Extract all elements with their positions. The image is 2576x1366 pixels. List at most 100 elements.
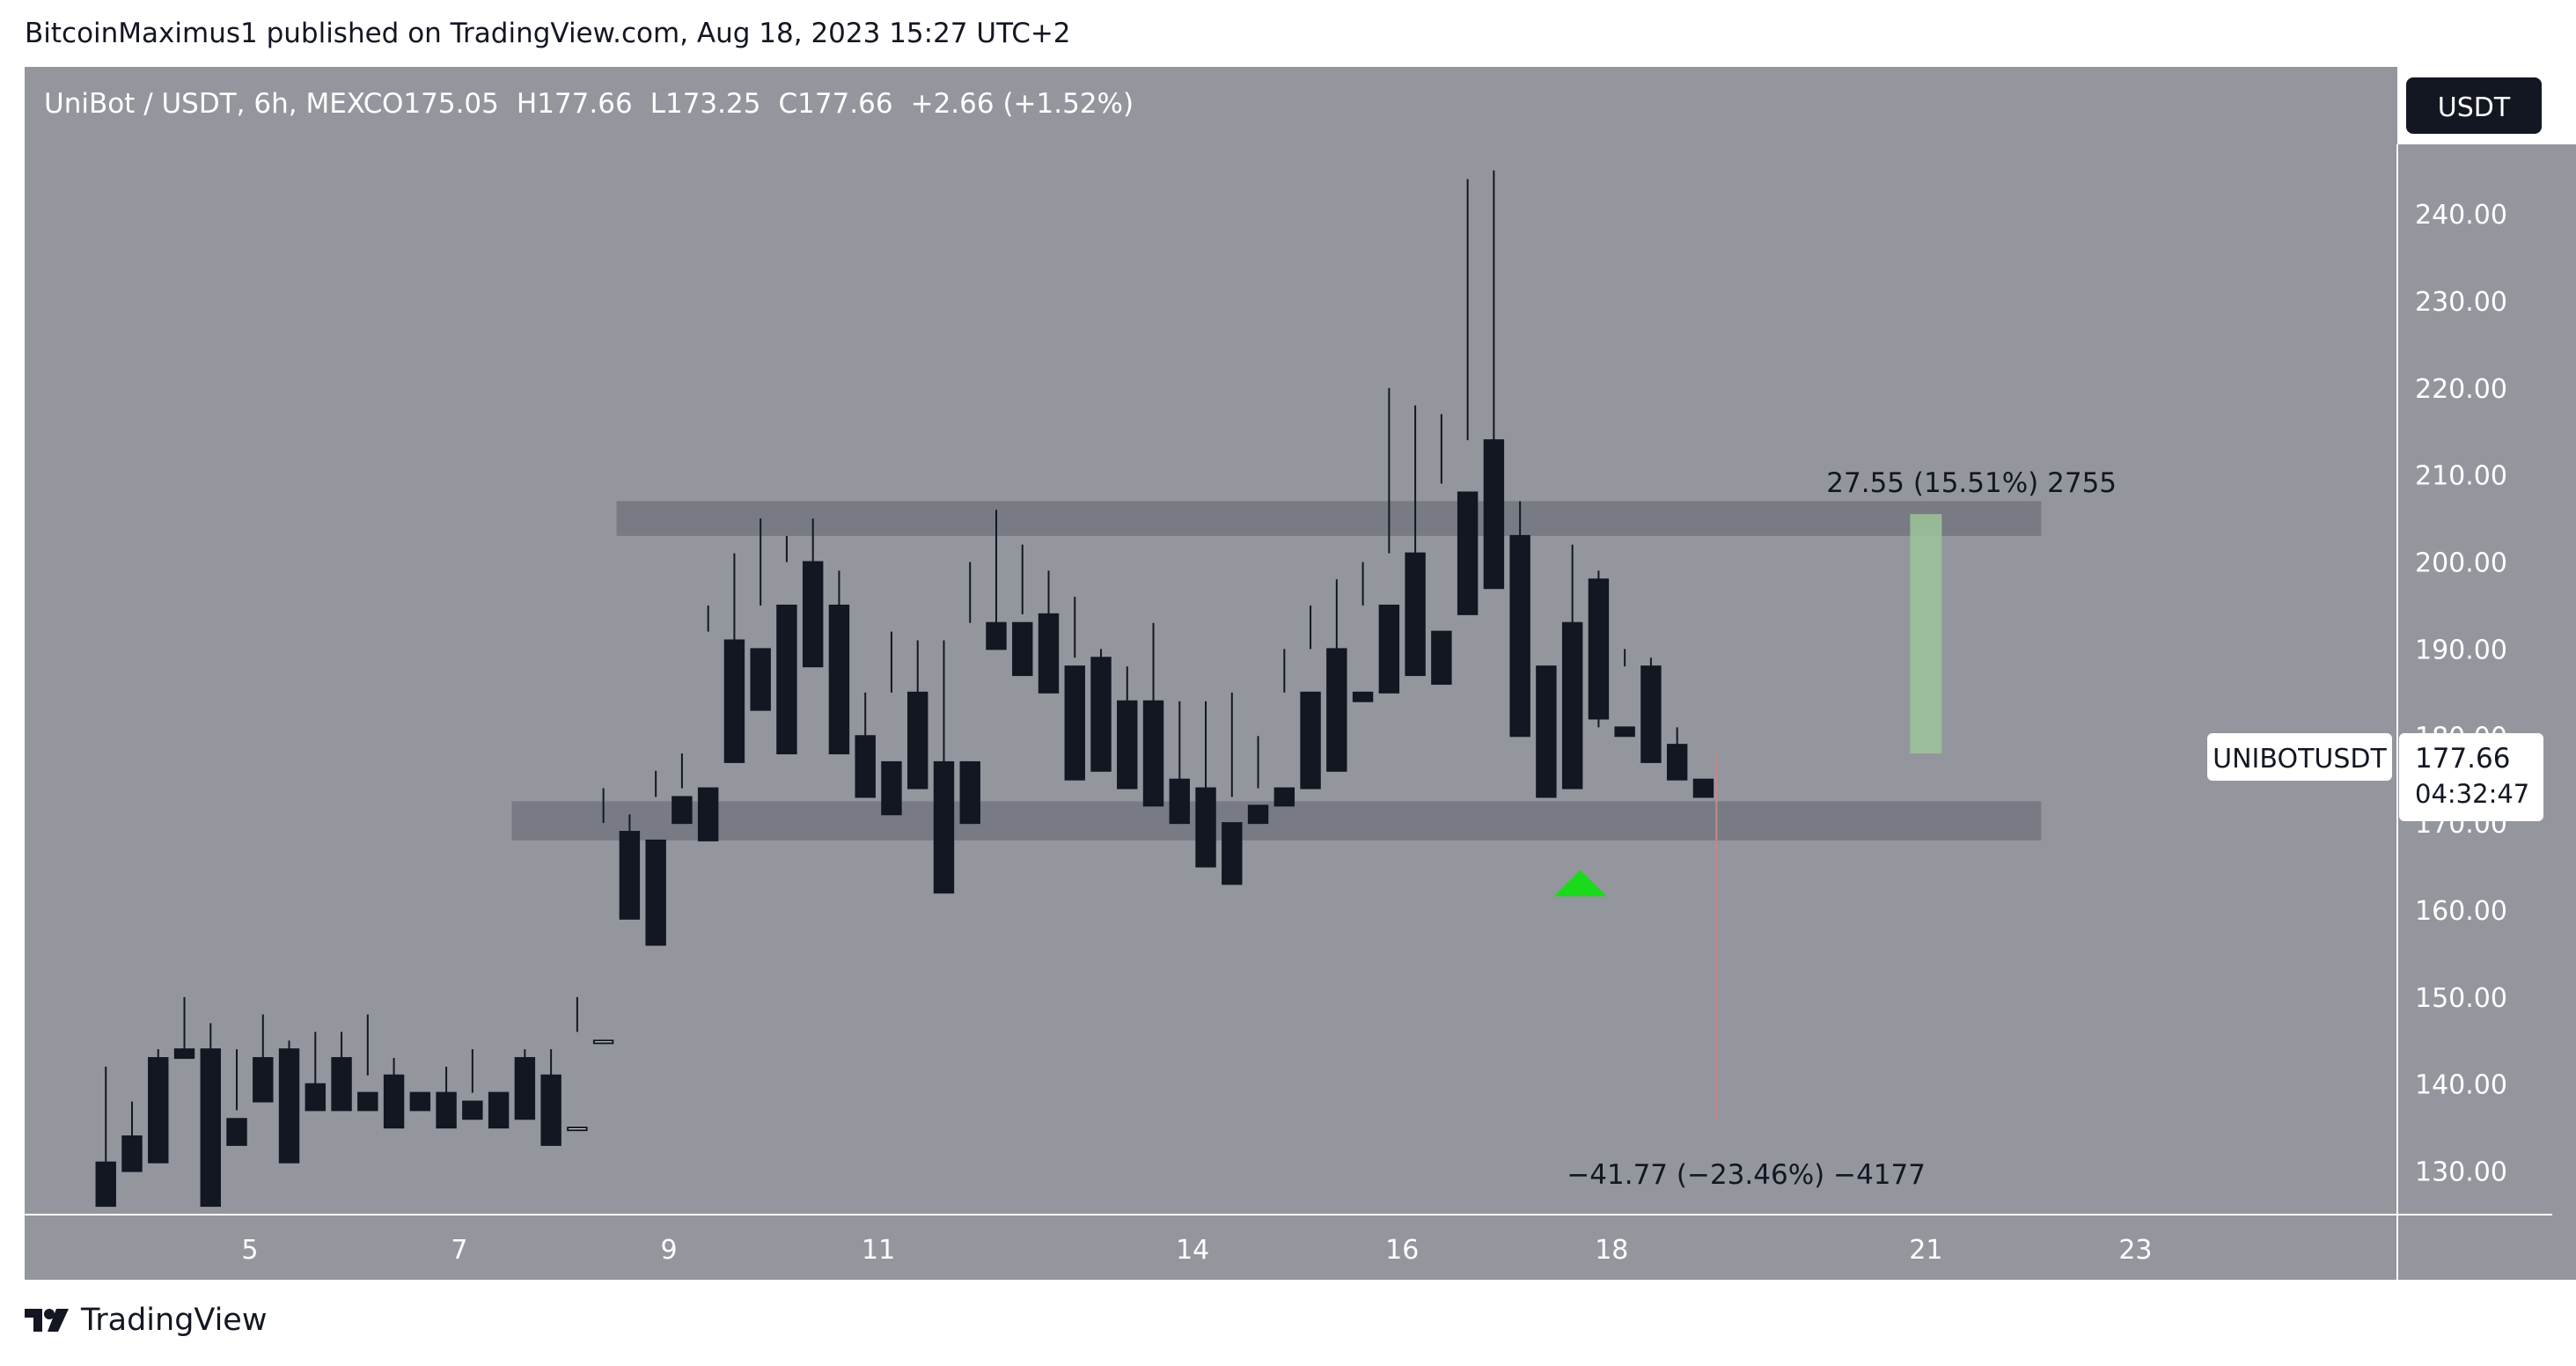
- candle: [1169, 701, 1191, 825]
- chart-markers: [1553, 870, 1607, 897]
- measure-tool: 27.55 (15.51%) 2755 −41.77 (−23.46%) −417…: [1567, 467, 2117, 1191]
- candle-body-bear: [750, 648, 771, 711]
- candle-body-bear: [514, 1057, 536, 1120]
- candle: [1326, 579, 1347, 772]
- y-tick-label: 130.00: [2415, 1157, 2507, 1188]
- candle: [1431, 414, 1452, 685]
- candle-body-bear: [173, 1048, 195, 1060]
- candle-body-bear: [1222, 822, 1243, 885]
- legend-o-value: 175.05: [403, 88, 498, 120]
- legend-change: +2.66 (+1.52%): [911, 88, 1134, 120]
- candle-body-bear: [1378, 604, 1400, 694]
- candle-body-bear: [1195, 787, 1216, 868]
- candle-body-bear: [1012, 621, 1033, 677]
- measure-upper-label: 27.55 (15.51%) 2755: [1826, 467, 2117, 499]
- candle: [723, 553, 745, 763]
- y-tick-label: 200.00: [2415, 548, 2507, 579]
- candle-body-bear: [1405, 552, 1426, 677]
- y-tick-label: 150.00: [2415, 983, 2507, 1014]
- price-zone-1: [511, 801, 2042, 841]
- up-arrow-icon: [1553, 870, 1607, 897]
- legend-l-value: 173.25: [665, 88, 760, 120]
- x-tick-label: 7: [451, 1235, 467, 1266]
- candle: [1405, 405, 1426, 677]
- candle-body-bear: [1431, 630, 1452, 685]
- candle-body-bull: [567, 1127, 588, 1132]
- price-axis[interactable]: [2397, 144, 2576, 1280]
- candle: [383, 1058, 405, 1129]
- legend-h-label: H: [517, 88, 537, 120]
- candle: [1692, 778, 1714, 798]
- y-tick-label: 210.00: [2415, 461, 2507, 492]
- legend-l-label: L: [650, 88, 666, 120]
- candle-body-bear: [121, 1135, 143, 1172]
- candle: [409, 1091, 431, 1112]
- candle-body-bear: [1352, 691, 1374, 702]
- candle: [1247, 736, 1269, 825]
- candle-body-bear: [95, 1161, 116, 1208]
- candle-body-bear: [1247, 804, 1269, 825]
- candle: [645, 770, 666, 946]
- candle: [1561, 544, 1583, 789]
- candle: [1457, 179, 1479, 615]
- legend-symbol: UniBot / USDT, 6h, MEXC: [44, 88, 382, 120]
- candle: [305, 1032, 327, 1112]
- candle-body-bear: [828, 604, 850, 755]
- candle: [567, 996, 588, 1132]
- candle: [1142, 622, 1164, 807]
- candle: [1222, 692, 1243, 885]
- candle: [907, 640, 928, 789]
- candle-body-bear: [1640, 665, 1662, 763]
- candle: [1614, 649, 1635, 738]
- candle-body-bear: [723, 639, 745, 763]
- symbol-tag: UNIBOTUSDT: [2213, 744, 2387, 775]
- candle: [488, 1091, 510, 1129]
- candle-body-bear: [1117, 700, 1138, 789]
- legend-o-label: O: [382, 88, 403, 120]
- candle-body-bear: [1090, 657, 1112, 772]
- candle: [1064, 597, 1085, 781]
- candle: [253, 1014, 274, 1103]
- candle-body-bear: [488, 1091, 510, 1129]
- candle: [776, 535, 797, 755]
- currency-button-bg: [2406, 77, 2542, 134]
- plot-area[interactable]: [25, 67, 2397, 1280]
- y-tick-label: 160.00: [2415, 896, 2507, 927]
- candle: [462, 1049, 483, 1120]
- candle-body-bear: [881, 760, 902, 816]
- currency-button-label: USDT: [2438, 92, 2511, 123]
- candle-body-bear: [907, 691, 928, 789]
- candle-body-bull: [592, 1039, 614, 1045]
- symbol-tag-bg: [2207, 733, 2392, 781]
- candle-body-bear: [305, 1083, 327, 1112]
- candle-body-bear: [1169, 778, 1191, 825]
- ohlc-legend: UniBot / USDT, 6h, MEXC O175.05 H177.66 L1…: [44, 88, 1134, 120]
- candle: [1038, 570, 1060, 694]
- candle: [331, 1032, 352, 1112]
- y-tick-label: 230.00: [2415, 287, 2507, 318]
- candle: [1352, 562, 1374, 702]
- candle-body-bear: [1142, 700, 1164, 807]
- candle: [1483, 170, 1505, 590]
- candle: [173, 996, 195, 1060]
- candle-body-bear: [855, 735, 876, 798]
- tradingview-logo-icon: [25, 1309, 69, 1332]
- candle: [1378, 387, 1400, 694]
- currency-button[interactable]: USDT: [2406, 77, 2542, 134]
- candle-body-bear: [1038, 613, 1060, 694]
- candle: [278, 1040, 300, 1164]
- candle: [1273, 649, 1295, 807]
- candle-body-bear: [1483, 439, 1505, 590]
- candle: [1588, 570, 1610, 728]
- candle-body-bear: [697, 787, 719, 841]
- candle-body-bear: [986, 621, 1007, 650]
- candle-body-bear: [226, 1118, 247, 1146]
- footer-brand[interactable]: TradingView: [25, 1303, 267, 1338]
- x-tick-label: 5: [241, 1235, 258, 1266]
- candle-body-bear: [200, 1048, 221, 1208]
- candle-body-bear: [933, 760, 955, 894]
- candle-body-bear: [409, 1091, 431, 1112]
- candle: [1090, 649, 1112, 772]
- candle: [1536, 665, 1557, 798]
